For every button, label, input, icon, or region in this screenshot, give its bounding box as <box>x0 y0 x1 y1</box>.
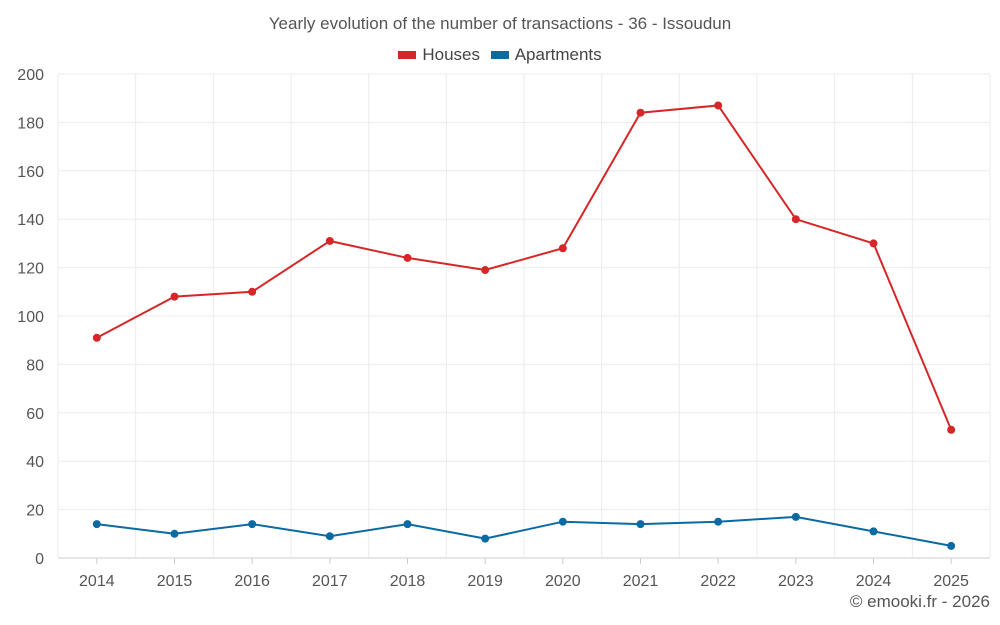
x-tick-label: 2019 <box>467 573 503 590</box>
data-point-houses <box>248 287 257 296</box>
data-point-houses <box>558 244 567 253</box>
x-tick-label: 2021 <box>623 573 659 590</box>
data-point-houses <box>481 266 490 275</box>
data-point-apartments <box>325 532 334 541</box>
data-point-apartments <box>170 529 179 538</box>
data-point-apartments <box>714 517 723 526</box>
legend-swatch-houses <box>398 51 417 59</box>
data-point-apartments <box>248 520 257 529</box>
data-point-houses <box>714 101 723 110</box>
data-point-apartments <box>92 520 101 529</box>
x-tick-label: 2014 <box>79 573 115 590</box>
data-point-apartments <box>791 512 800 521</box>
y-tick-label: 100 <box>17 309 44 326</box>
data-point-houses <box>170 292 179 301</box>
y-tick-label: 40 <box>26 454 44 471</box>
data-point-apartments <box>558 517 567 526</box>
legend-item-apartments[interactable]: Apartments <box>490 45 602 65</box>
chart-title: Yearly evolution of the number of transa… <box>268 14 732 33</box>
y-tick-label: 160 <box>17 164 44 181</box>
legend: Houses Apartments <box>0 44 1000 65</box>
y-tick-label: 80 <box>26 357 44 374</box>
data-point-houses <box>92 333 101 342</box>
y-tick-label: 0 <box>35 551 44 568</box>
y-tick-label: 180 <box>17 115 44 132</box>
x-tick-label: 2016 <box>234 573 270 590</box>
y-tick-label: 60 <box>26 406 44 423</box>
credit-text: © emooki.fr - 2026 <box>849 592 990 611</box>
x-tick-label: 2017 <box>312 573 348 590</box>
x-tick-label: 2015 <box>157 573 193 590</box>
legend-label-apartments: Apartments <box>514 45 602 64</box>
x-tick-label: 2020 <box>545 573 581 590</box>
y-tick-label: 140 <box>17 212 44 229</box>
y-tick-label: 120 <box>17 261 44 278</box>
legend-label-houses: Houses <box>422 45 480 64</box>
y-tick-label: 20 <box>26 503 44 520</box>
data-point-apartments <box>636 520 645 529</box>
legend-swatch-apartments <box>490 51 509 59</box>
data-point-houses <box>869 239 878 248</box>
data-point-apartments <box>869 527 878 536</box>
data-point-houses <box>403 253 412 262</box>
data-point-houses <box>947 425 956 434</box>
data-point-apartments <box>403 520 412 529</box>
data-point-apartments <box>481 534 490 543</box>
series-line-houses <box>96 104 953 431</box>
x-tick-label: 2024 <box>856 573 892 590</box>
series-line-apartments <box>96 515 952 547</box>
y-tick-label: 200 <box>17 67 44 84</box>
x-tick-label: 2025 <box>933 573 969 590</box>
data-point-houses <box>325 236 334 245</box>
legend-item-houses[interactable]: Houses <box>398 45 480 65</box>
data-point-apartments <box>947 541 956 550</box>
x-tick-label: 2018 <box>390 573 426 590</box>
x-tick-label: 2023 <box>778 573 814 590</box>
x-tick-label: 2022 <box>700 573 736 590</box>
data-point-houses <box>636 108 645 117</box>
data-point-houses <box>791 215 800 224</box>
